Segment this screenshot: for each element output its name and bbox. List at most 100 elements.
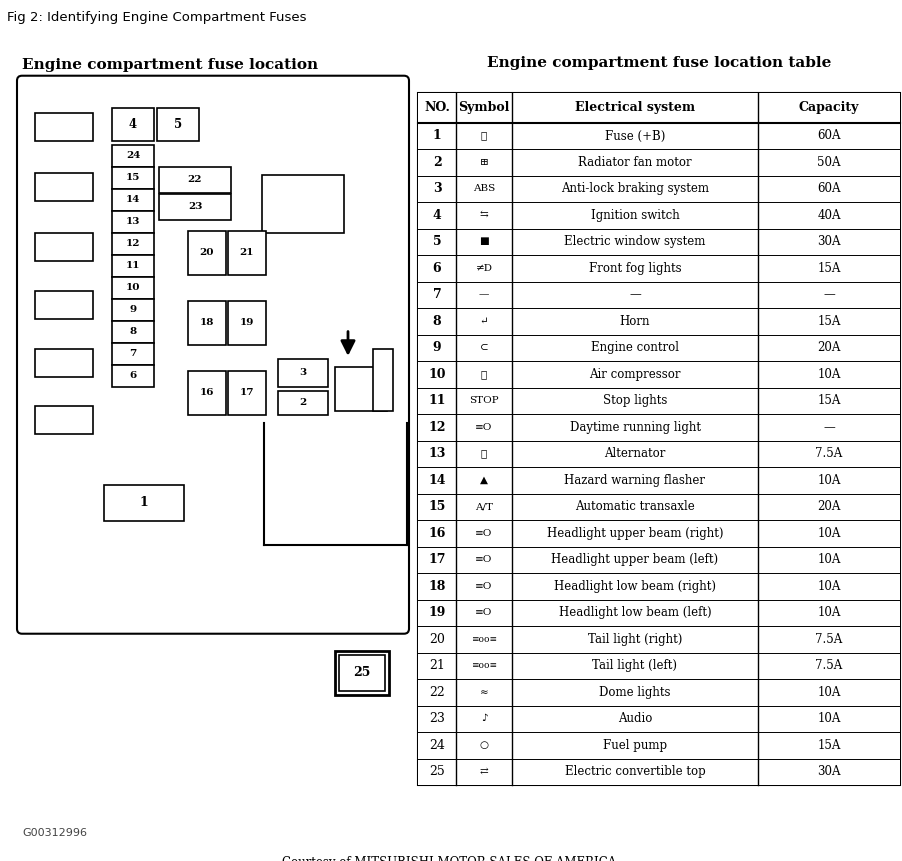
Text: Courtesy of MITSUBISHI MOTOR SALES OF AMERICA.: Courtesy of MITSUBISHI MOTOR SALES OF AM… (282, 856, 620, 861)
Text: 21: 21 (240, 248, 254, 257)
Text: 7: 7 (432, 288, 441, 301)
Text: 11: 11 (125, 261, 140, 270)
Text: Fig 2: Identifying Engine Compartment Fuses: Fig 2: Identifying Engine Compartment Fu… (7, 11, 307, 24)
Text: 40A: 40A (816, 209, 840, 222)
Text: ≡O: ≡O (474, 582, 492, 591)
Text: 7.5A: 7.5A (815, 448, 842, 461)
Text: 60A: 60A (816, 183, 840, 195)
Bar (112, 232, 154, 255)
Text: Headlight upper beam (right): Headlight upper beam (right) (546, 527, 723, 540)
Bar (278, 359, 327, 387)
Text: ■: ■ (479, 238, 488, 246)
Text: Ignition switch: Ignition switch (590, 209, 678, 222)
Bar (418, 93, 899, 123)
Text: 9: 9 (129, 305, 136, 314)
Bar (418, 706, 899, 732)
Text: —: — (823, 421, 834, 434)
Bar (418, 520, 899, 547)
Text: ↵: ↵ (479, 317, 488, 326)
Text: 10A: 10A (816, 580, 840, 593)
Text: 19: 19 (428, 606, 446, 619)
Text: 4: 4 (432, 209, 441, 222)
Bar (418, 93, 899, 785)
Text: 20: 20 (199, 248, 214, 257)
Text: 17: 17 (240, 388, 254, 397)
Text: 15A: 15A (816, 262, 840, 275)
Text: 5: 5 (432, 235, 441, 249)
Bar (35, 173, 93, 201)
Bar (418, 414, 899, 441)
Text: 21: 21 (428, 660, 445, 672)
Bar (188, 300, 226, 344)
Text: 15A: 15A (816, 394, 840, 407)
Text: Electrical system: Electrical system (575, 102, 695, 115)
Text: 1: 1 (432, 129, 441, 142)
Text: Engine control: Engine control (590, 342, 678, 355)
Text: 3: 3 (299, 369, 306, 377)
Text: 22: 22 (428, 686, 445, 699)
Text: ≡O: ≡O (474, 555, 492, 565)
Text: 14: 14 (125, 195, 140, 204)
Text: 23: 23 (428, 712, 445, 726)
Text: 25: 25 (428, 765, 445, 778)
Text: Electric window system: Electric window system (564, 235, 704, 249)
Text: 18: 18 (428, 580, 446, 593)
Bar (278, 391, 327, 415)
Bar (418, 441, 899, 468)
Bar (112, 108, 154, 140)
Bar (112, 167, 154, 189)
Text: ≡oo≡: ≡oo≡ (471, 635, 496, 644)
Text: 10A: 10A (816, 368, 840, 381)
Text: 25: 25 (353, 666, 371, 679)
Text: Engine compartment fuse location: Engine compartment fuse location (22, 58, 318, 71)
Bar (188, 371, 226, 415)
Text: 11: 11 (428, 394, 446, 407)
Text: Tail light (left): Tail light (left) (592, 660, 676, 672)
Text: 16: 16 (199, 388, 214, 397)
Bar (418, 202, 899, 229)
Text: 10A: 10A (816, 554, 840, 567)
Text: 3: 3 (432, 183, 441, 195)
Text: ≡O: ≡O (474, 609, 492, 617)
Bar (418, 308, 899, 335)
Text: Headlight upper beam (left): Headlight upper beam (left) (551, 554, 718, 567)
Text: ≠D: ≠D (475, 264, 492, 273)
Bar (112, 211, 154, 232)
Text: 16: 16 (428, 527, 446, 540)
Bar (188, 231, 226, 275)
Text: Headlight low beam (left): Headlight low beam (left) (558, 606, 711, 619)
Text: 19: 19 (240, 319, 253, 327)
Bar (418, 493, 899, 520)
Text: ⎓: ⎓ (481, 132, 486, 140)
Bar (112, 189, 154, 211)
Text: 7: 7 (129, 350, 136, 358)
Bar (112, 145, 154, 167)
Bar (418, 387, 899, 414)
Bar (418, 335, 899, 362)
Bar (418, 229, 899, 255)
Text: Alternator: Alternator (603, 448, 665, 461)
Bar (418, 123, 899, 149)
Text: 4: 4 (129, 118, 137, 131)
Text: Dome lights: Dome lights (599, 686, 670, 699)
Text: Automatic transaxle: Automatic transaxle (575, 500, 695, 513)
Text: ▲: ▲ (480, 476, 487, 485)
Bar (35, 291, 93, 319)
Bar (35, 232, 93, 261)
Text: 10A: 10A (816, 686, 840, 699)
Text: 10A: 10A (816, 712, 840, 726)
Bar (335, 367, 387, 411)
Text: ≡oo≡: ≡oo≡ (471, 661, 496, 671)
Text: 20A: 20A (816, 500, 840, 513)
Text: A/T: A/T (474, 503, 492, 511)
Text: Engine compartment fuse location table: Engine compartment fuse location table (486, 56, 830, 70)
Bar (227, 300, 266, 344)
Text: ○: ○ (479, 741, 488, 750)
Text: Horn: Horn (619, 315, 649, 328)
Text: 23: 23 (188, 202, 202, 211)
Text: ♪: ♪ (480, 715, 487, 723)
Text: Hazard warning flasher: Hazard warning flasher (564, 474, 704, 487)
Text: 10A: 10A (816, 606, 840, 619)
Text: 20: 20 (428, 633, 445, 646)
Bar (418, 468, 899, 493)
